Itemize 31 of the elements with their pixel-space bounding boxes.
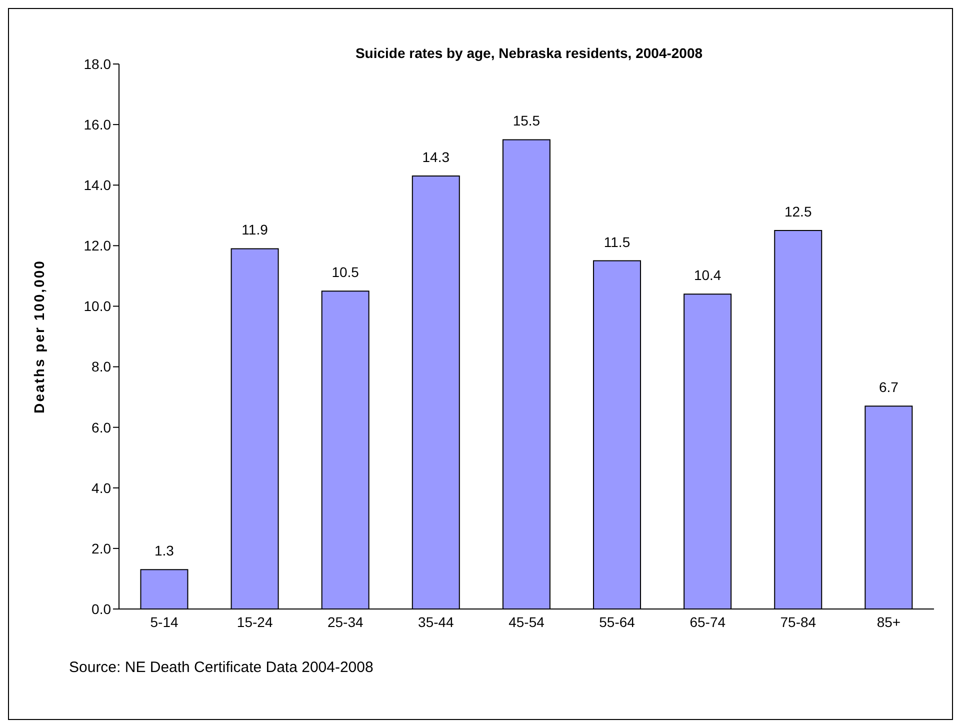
x-tick-label: 55-64 — [599, 614, 636, 630]
data-label: 14.3 — [422, 149, 450, 166]
y-tick-label: 12.0 — [84, 238, 112, 254]
y-tick-label: 16.0 — [84, 116, 112, 133]
data-label: 11.9 — [242, 222, 268, 238]
y-tick-label: 4.0 — [92, 480, 112, 496]
x-tick-label: 65-74 — [690, 614, 726, 630]
chart-title: Suicide rates by age, Nebraska residents, 2004-2008 — [355, 45, 703, 61]
x-tick-label: 15-24 — [236, 614, 273, 630]
data-label: 12.5 — [784, 204, 812, 220]
data-label: 15.5 — [512, 112, 540, 129]
data-label: 6.7 — [878, 379, 899, 396]
y-tick-label: 8.0 — [92, 358, 112, 375]
x-tick-label: 75-84 — [780, 614, 816, 630]
data-label: 10.5 — [332, 264, 360, 280]
y-tick-label: 10.0 — [84, 298, 112, 314]
y-tick-label: 14.0 — [84, 177, 112, 194]
data-label: 11.5 — [604, 234, 630, 250]
y-tick-label: 0.0 — [92, 600, 112, 617]
x-tick-label: 35-44 — [418, 614, 454, 630]
x-tick-label: 85+ — [876, 614, 901, 630]
y-tick-label: 6.0 — [92, 419, 112, 436]
x-tick-label: 45-54 — [508, 614, 545, 630]
source-note: Source: NE Death Certificate Data 2004-2008 — [69, 659, 374, 676]
x-tick-label: 5-14 — [150, 614, 178, 630]
data-label: 1.3 — [154, 542, 174, 559]
x-tick-label: 25-34 — [327, 614, 364, 630]
y-tick-label: 18.0 — [84, 56, 112, 72]
y-tick-label: 2.0 — [92, 540, 112, 556]
y-axis-title: Deaths per 100,000 — [30, 260, 47, 414]
data-label: 10.4 — [694, 267, 722, 284]
